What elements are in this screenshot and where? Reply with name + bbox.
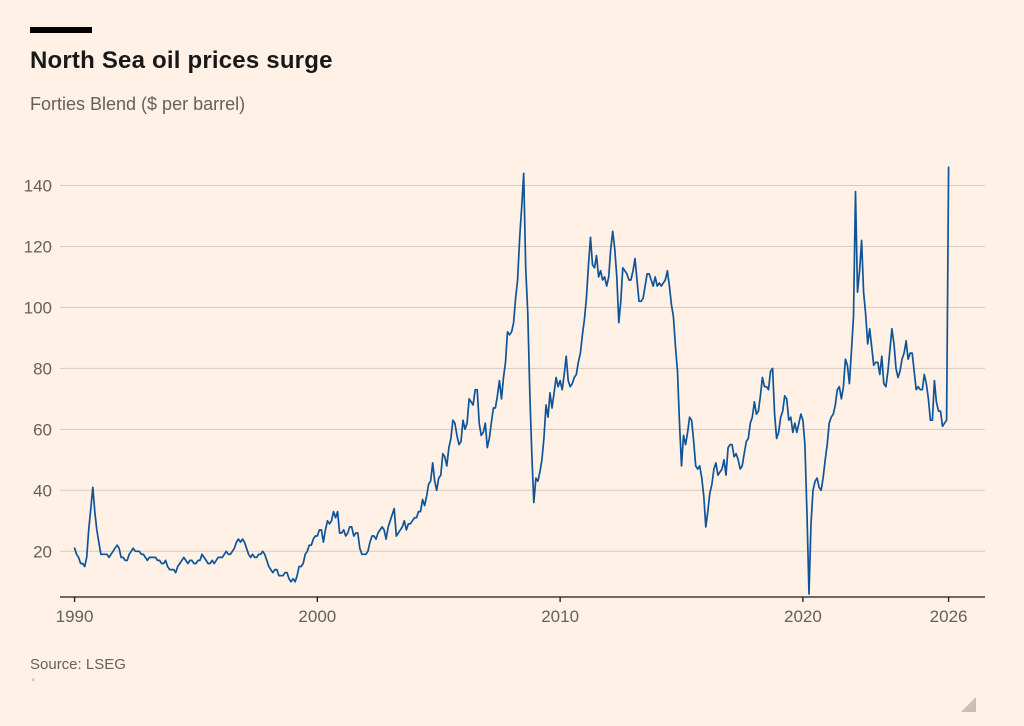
footnote-mark: ' <box>32 676 35 690</box>
x-axis-tick-label: 1990 <box>56 607 94 626</box>
x-axis-tick-label: 2026 <box>930 607 968 626</box>
resize-handle-icon <box>961 697 976 712</box>
y-axis-tick-label: 100 <box>24 298 52 317</box>
y-axis-tick-label: 140 <box>24 176 52 195</box>
y-axis-tick-label: 80 <box>33 359 52 378</box>
x-axis-tick-label: 2000 <box>298 607 336 626</box>
ft-top-rule <box>30 27 92 33</box>
chart-subtitle: Forties Blend ($ per barrel) <box>30 94 246 114</box>
x-axis-tick-label: 2010 <box>541 607 579 626</box>
y-axis-tick-label: 60 <box>33 420 52 439</box>
price-series-line <box>73 166 950 595</box>
y-axis-tick-label: 120 <box>24 237 52 256</box>
y-axis-tick-label: 20 <box>33 542 52 561</box>
source-label: Source: LSEG <box>30 656 126 673</box>
x-axis-tick-label: 2020 <box>784 607 822 626</box>
y-axis-tick-label: 40 <box>33 481 52 500</box>
chart-title: North Sea oil prices surge <box>30 47 333 74</box>
